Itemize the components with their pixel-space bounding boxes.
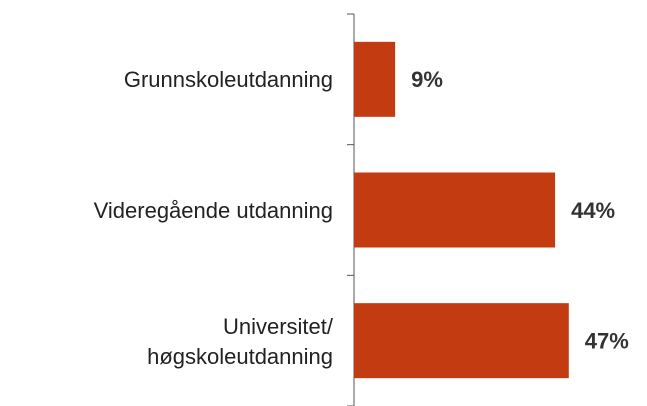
category-label: Universitet/ høgskoleutdanning (147, 313, 333, 369)
value-label: 9% (411, 67, 443, 92)
value-label: 47% (585, 328, 629, 353)
category-label: Grunnskoleutdanning (123, 67, 333, 93)
bar (354, 172, 556, 248)
category-label: Videregående utdanning (93, 198, 333, 223)
value-label: 44% (571, 198, 615, 223)
bar (354, 41, 396, 117)
bar (354, 303, 569, 379)
